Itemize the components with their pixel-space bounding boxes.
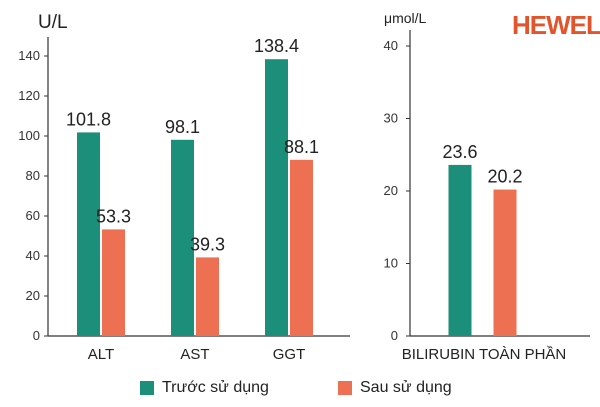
value-label: 138.4: [254, 36, 299, 56]
bar-after: [493, 189, 517, 336]
y-tick-label: 30: [384, 111, 398, 126]
chart-liver-enzymes: U/L 0 20 40 60 80 100 120 140 101.8 53.3 98.1 39.3…: [18, 12, 350, 363]
y-tick-label: 10: [384, 256, 398, 271]
y-tick-label: 0: [391, 328, 398, 343]
value-label: 20.2: [487, 167, 522, 187]
category-label: GGT: [273, 346, 306, 363]
y-tick-label: 100: [18, 128, 40, 143]
y-tick-label: 60: [26, 208, 40, 223]
bar-before: [171, 139, 194, 336]
value-label: 23.6: [442, 142, 477, 162]
bar-before: [77, 132, 100, 336]
value-label: 101.8: [66, 109, 111, 129]
legend-item-after: Sau sử dụng: [338, 377, 452, 399]
bar-after: [290, 159, 313, 336]
y-tick-label: 120: [18, 88, 40, 103]
y-tick-label: 140: [18, 48, 40, 63]
value-label: 98.1: [165, 117, 200, 137]
legend-swatch-after: [338, 381, 352, 395]
y-tick-label: 40: [384, 38, 398, 53]
value-label: 39.3: [190, 234, 225, 254]
bar-before: [265, 59, 288, 336]
y-axis-unit-label: U/L: [38, 12, 68, 33]
bar-before: [448, 164, 472, 336]
category-label: AST: [180, 346, 209, 363]
bar-after: [102, 229, 125, 336]
value-label: 88.1: [284, 137, 319, 157]
y-tick-label: 0: [33, 328, 40, 343]
chart-bilirubin: μmol/L 0 10 20 30 40 23.6 20.2 BILIRUBIN TOÀN…: [384, 10, 590, 363]
y-tick-label: 40: [26, 248, 40, 263]
legend-swatch-before: [140, 381, 154, 395]
y-tick-label: 20: [384, 183, 398, 198]
legend-item-before: Trước sử dụng: [140, 377, 269, 399]
y-tick-label: 80: [26, 168, 40, 183]
y-tick-label: 20: [26, 288, 40, 303]
category-label: BILIRUBIN TOÀN PHẦN: [402, 346, 567, 363]
brand-logo: HEWEL: [512, 10, 600, 40]
legend-label-before: Trước sử dụng: [162, 379, 269, 396]
bar-after: [196, 257, 219, 336]
value-label: 53.3: [96, 206, 131, 226]
y-axis-unit-label: μmol/L: [384, 10, 427, 26]
category-label: ALT: [88, 346, 114, 363]
legend-label-after: Sau sử dụng: [360, 379, 452, 396]
